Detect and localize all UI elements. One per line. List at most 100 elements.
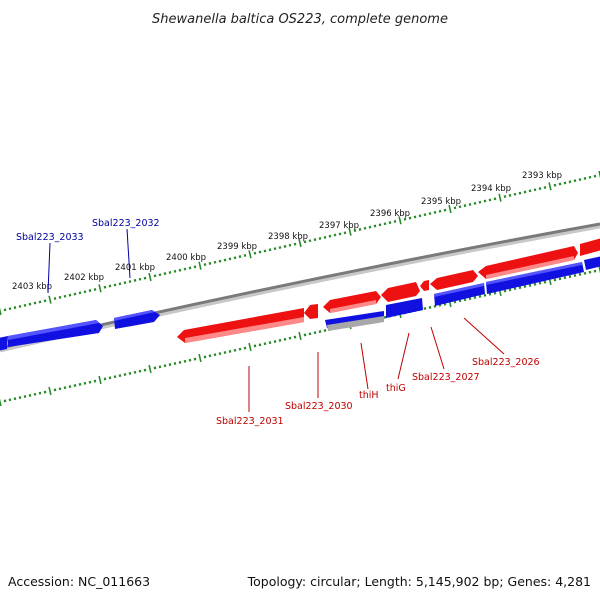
outer-minor-tick xyxy=(413,215,417,219)
outer-minor-tick xyxy=(578,178,582,181)
inner-major-tick xyxy=(598,265,600,274)
outer-minor-tick xyxy=(228,257,232,261)
inner-minor-tick xyxy=(483,293,487,297)
gene-label-thig[interactable]: thiG xyxy=(386,383,406,394)
gene-label-sbal223-2031[interactable]: Sbal223_2031 xyxy=(216,416,284,427)
outer-minor-tick xyxy=(238,255,242,259)
gene-label-sbal223-2033[interactable]: Sbal223_2033 xyxy=(16,232,84,243)
outer-minor-tick xyxy=(293,242,297,246)
outer-minor-tick xyxy=(53,297,57,300)
outer-minor-tick xyxy=(3,308,7,312)
inner-minor-tick xyxy=(208,354,212,358)
outer-major-tick xyxy=(498,193,502,202)
inner-minor-tick xyxy=(193,357,197,361)
outer-minor-tick xyxy=(28,302,32,306)
outer-minor-tick xyxy=(303,240,307,244)
outer-minor-tick xyxy=(433,210,437,214)
gene-labels: Sbal223_2033 Sbal223_2032 Sbal223_2031 S… xyxy=(16,218,540,427)
outer-major-tick xyxy=(548,182,552,191)
gene-label-thih[interactable]: thiH xyxy=(359,390,379,401)
outer-minor-tick xyxy=(473,201,477,205)
outer-minor-tick xyxy=(373,224,377,228)
inner-major-tick xyxy=(48,386,52,396)
outer-minor-tick xyxy=(173,269,177,273)
outer-minor-tick xyxy=(193,265,197,269)
gene-forward-long xyxy=(478,246,578,279)
gene-sbal223-2030 xyxy=(304,304,318,319)
outer-minor-tick xyxy=(93,288,97,291)
inner-minor-tick xyxy=(93,379,97,383)
gene-label-sbal223-2030[interactable]: Sbal223_2030 xyxy=(285,401,353,412)
inner-minor-tick xyxy=(163,364,167,368)
gene-label-sbal223-2032[interactable]: Sbal223_2032 xyxy=(92,218,160,229)
inner-minor-tick xyxy=(203,355,207,359)
outer-minor-tick xyxy=(318,237,322,240)
outer-minor-tick xyxy=(323,235,327,239)
outer-minor-tick xyxy=(138,277,142,281)
inner-minor-tick xyxy=(13,397,17,401)
inner-minor-tick xyxy=(218,352,222,356)
inner-minor-tick xyxy=(493,291,497,295)
outer-minor-tick xyxy=(438,209,442,213)
inner-minor-tick xyxy=(103,377,107,381)
outer-minor-tick xyxy=(453,206,457,210)
inner-minor-tick xyxy=(53,388,57,392)
inner-minor-tick xyxy=(123,373,127,376)
outer-minor-tick xyxy=(328,234,332,238)
outer-minor-tick xyxy=(423,213,427,217)
outer-minor-tick xyxy=(533,188,537,192)
inner-minor-tick xyxy=(138,369,142,373)
rna-gene-thih xyxy=(327,316,384,331)
inner-minor-tick xyxy=(278,338,282,342)
outer-minor-tick xyxy=(103,285,107,289)
inner-minor-tick xyxy=(383,315,387,319)
gene-small-forward xyxy=(420,280,429,291)
inner-minor-tick xyxy=(113,375,117,379)
outer-minor-tick xyxy=(78,291,82,295)
outer-minor-tick xyxy=(83,290,87,294)
outer-minor-tick xyxy=(233,256,237,260)
outer-major-tick xyxy=(398,216,402,225)
outer-major-tick xyxy=(248,250,252,259)
inner-minor-tick xyxy=(183,359,187,363)
outer-minor-tick xyxy=(8,307,12,311)
scale-label-2402: 2402 kbp xyxy=(64,273,104,283)
outer-major-tick xyxy=(598,170,600,179)
outer-minor-tick xyxy=(563,181,567,185)
gene-thig xyxy=(386,298,423,318)
outer-minor-tick xyxy=(508,193,512,197)
outer-minor-tick xyxy=(43,299,47,303)
gene-label-sbal223-2026[interactable]: Sbal223_2026 xyxy=(472,357,540,368)
outer-minor-tick xyxy=(268,248,272,252)
inner-minor-tick xyxy=(43,390,47,394)
inner-major-tick xyxy=(248,342,252,352)
outer-minor-tick xyxy=(443,208,447,212)
outer-minor-tick xyxy=(123,281,127,285)
inner-minor-tick xyxy=(243,346,247,350)
outer-minor-tick xyxy=(13,306,17,310)
inner-minor-tick xyxy=(233,348,237,352)
outer-minor-tick xyxy=(158,273,162,277)
inner-minor-tick xyxy=(253,344,257,348)
outer-minor-tick xyxy=(588,175,592,179)
outer-minor-tick xyxy=(368,225,372,229)
inner-minor-tick xyxy=(58,387,62,391)
gene-forward-mid xyxy=(430,270,478,290)
gene-sbal223-2028 xyxy=(381,282,420,302)
inner-minor-tick xyxy=(538,281,542,285)
gene-label-sbal223-2027[interactable]: Sbal223_2027 xyxy=(412,372,480,383)
outer-minor-tick xyxy=(263,249,267,253)
scale-label-2395: 2395 kbp xyxy=(421,197,461,207)
inner-minor-tick xyxy=(558,277,562,281)
inner-minor-tick xyxy=(153,366,157,370)
inner-minor-tick xyxy=(563,276,567,280)
scale-label-2396: 2396 kbp xyxy=(370,209,410,219)
scale-label-2399: 2399 kbp xyxy=(217,242,257,252)
inner-minor-tick xyxy=(28,393,32,397)
inner-minor-tick xyxy=(178,360,182,364)
inner-minor-tick xyxy=(303,333,307,337)
outer-minor-tick xyxy=(583,176,587,180)
outer-major-tick xyxy=(148,272,152,282)
inner-minor-tick xyxy=(158,365,162,369)
outer-minor-tick xyxy=(153,274,157,278)
